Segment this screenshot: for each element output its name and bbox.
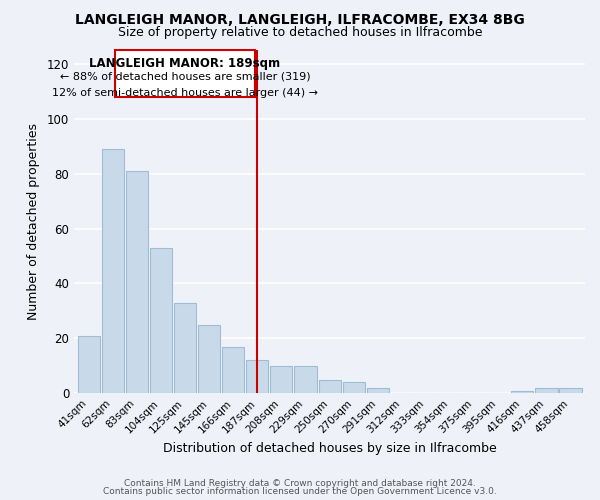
Text: LANGLEIGH MANOR: 189sqm: LANGLEIGH MANOR: 189sqm (89, 57, 281, 70)
Bar (101, 149, 124, 394)
Bar (319, 380, 341, 394)
Text: Contains public sector information licensed under the Open Government Licence v3: Contains public sector information licen… (103, 487, 497, 496)
Text: Contains HM Land Registry data © Crown copyright and database right 2024.: Contains HM Land Registry data © Crown c… (124, 478, 476, 488)
Bar (198, 324, 220, 394)
Bar (367, 388, 389, 394)
Bar (77, 336, 100, 394)
Bar (246, 360, 268, 394)
Y-axis label: Number of detached properties: Number of detached properties (27, 123, 40, 320)
Bar (174, 302, 196, 394)
Text: 12% of semi-detached houses are larger (44) →: 12% of semi-detached houses are larger (… (52, 88, 318, 99)
Text: ← 88% of detached houses are smaller (319): ← 88% of detached houses are smaller (31… (60, 72, 310, 82)
Text: Size of property relative to detached houses in Ilfracombe: Size of property relative to detached ho… (118, 26, 482, 39)
Text: LANGLEIGH MANOR, LANGLEIGH, ILFRACOMBE, EX34 8BG: LANGLEIGH MANOR, LANGLEIGH, ILFRACOMBE, … (75, 12, 525, 26)
Bar (222, 346, 244, 394)
Bar (343, 382, 365, 394)
Bar (271, 366, 292, 394)
X-axis label: Distribution of detached houses by size in Ilfracombe: Distribution of detached houses by size … (163, 442, 496, 455)
Bar (126, 171, 148, 394)
Bar (150, 248, 172, 394)
FancyBboxPatch shape (115, 50, 255, 96)
Bar (535, 388, 557, 394)
Bar (511, 390, 533, 394)
Bar (559, 388, 581, 394)
Bar (295, 366, 317, 394)
